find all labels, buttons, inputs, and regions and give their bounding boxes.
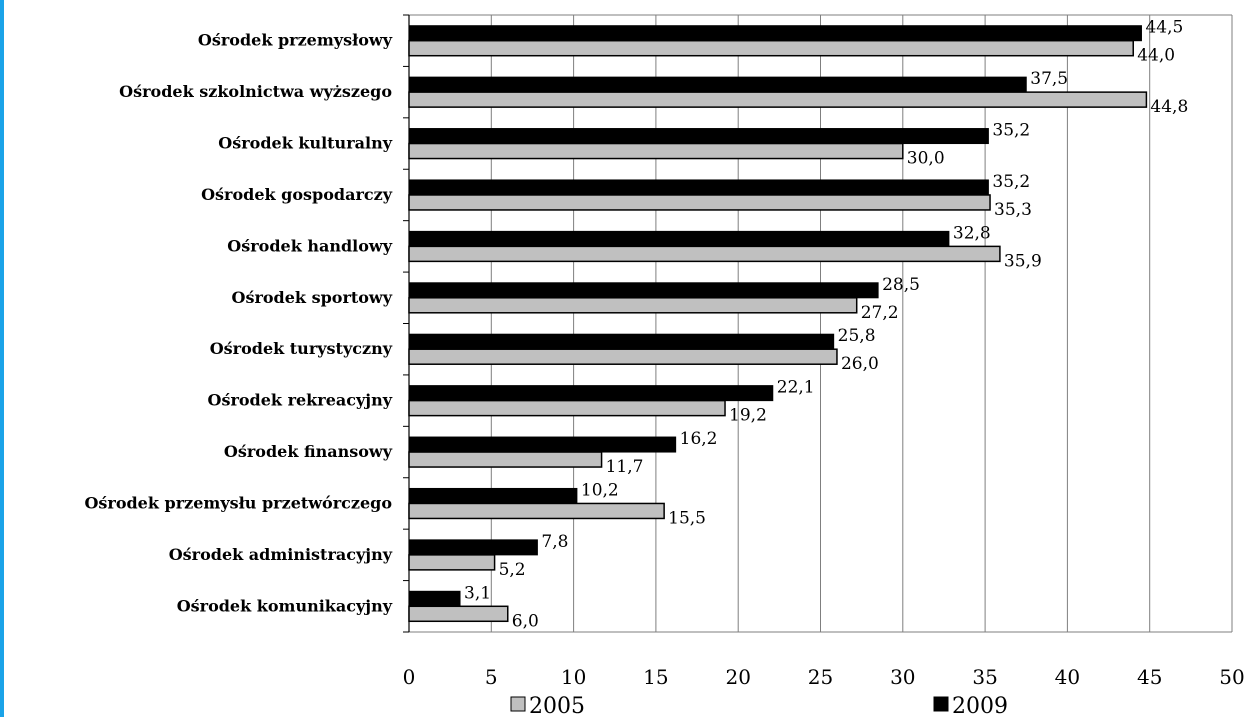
- bar-2009: [408, 179, 989, 196]
- x-tick-label-20: 20: [725, 665, 750, 689]
- category-label: Ośrodek komunikacyjny: [177, 596, 393, 615]
- bar-2009: [408, 385, 774, 402]
- x-tick-label-5: 5: [485, 665, 498, 689]
- bar-2009: [408, 590, 461, 607]
- bar-2009: [408, 539, 538, 556]
- data-label-2009: 44,5: [1145, 18, 1183, 38]
- data-label-2009: 35,2: [992, 121, 1030, 141]
- bar-2005: [408, 39, 1134, 57]
- data-label-2009: 28,5: [882, 275, 920, 295]
- x-tick-label-0: 0: [403, 665, 416, 689]
- data-label-2009: 32,8: [953, 223, 991, 243]
- category-label: Ośrodek rekreacyjny: [208, 391, 393, 410]
- bar-2005: [408, 605, 509, 623]
- category-label: Ośrodek administracyjny: [169, 545, 393, 564]
- data-label-2009: 35,2: [992, 172, 1030, 192]
- bar-2009: [408, 76, 1027, 93]
- bar-2005: [408, 91, 1148, 108]
- data-label-2009: 25,8: [838, 326, 876, 346]
- x-tick-label-15: 15: [643, 665, 668, 689]
- x-tick-label-25: 25: [808, 665, 833, 689]
- data-label-2005: 15,5: [668, 508, 706, 528]
- data-label-2005: 30,0: [907, 149, 945, 169]
- category-label: Ośrodek przemysłowy: [198, 31, 393, 50]
- bar-2009: [408, 333, 835, 350]
- data-label-2005: 27,2: [861, 303, 899, 323]
- category-label: Ośrodek sportowy: [232, 288, 393, 307]
- data-label-2005: 44,0: [1137, 46, 1175, 66]
- data-label-2005: 35,3: [994, 200, 1032, 220]
- data-label-2005: 26,0: [841, 354, 879, 374]
- category-label: Ośrodek gospodarczy: [201, 185, 393, 204]
- data-label-2005: 35,9: [1004, 251, 1042, 271]
- bar-2005: [408, 348, 838, 365]
- bar-2005: [408, 399, 726, 417]
- data-label-2005: 5,2: [499, 560, 526, 580]
- x-tick-label-30: 30: [890, 665, 915, 689]
- bar-2005: [408, 297, 858, 314]
- category-label: Ośrodek turystyczny: [210, 339, 393, 358]
- legend-label-2009: 2009: [952, 694, 1008, 717]
- bar-2009: [408, 282, 879, 299]
- left-edge-stripe: [0, 0, 4, 717]
- category-label: Ośrodek handlowy: [227, 236, 392, 255]
- data-label-2009: 3,1: [464, 583, 491, 603]
- data-label-2005: 44,8: [1150, 97, 1188, 117]
- category-label: Ośrodek przemysłu przetwórczego: [84, 493, 392, 512]
- legend-swatch-2005: [510, 696, 526, 712]
- bar-2005: [408, 194, 991, 211]
- category-label: Ośrodek finansowy: [224, 442, 393, 461]
- data-label-2005: 11,7: [606, 457, 644, 477]
- data-label-2005: 19,2: [729, 406, 767, 426]
- bar-2009: [408, 128, 989, 145]
- category-label: Ośrodek szkolnictwa wyższego: [119, 82, 392, 101]
- data-label-2009: 16,2: [680, 429, 718, 449]
- x-tick-label-40: 40: [1055, 665, 1080, 689]
- legend-label-2005: 2005: [529, 694, 585, 717]
- bar-2005: [408, 554, 496, 571]
- data-label-2005: 6,0: [512, 611, 539, 631]
- legend-swatch-2009: [933, 696, 949, 712]
- category-label: Ośrodek kulturalny: [218, 134, 392, 153]
- bar-2009: [408, 25, 1142, 42]
- x-tick-label-50: 50: [1219, 665, 1244, 689]
- bar-2009: [408, 230, 950, 247]
- x-tick-label-45: 45: [1137, 665, 1162, 689]
- bar-2005: [408, 451, 603, 468]
- bar-2005: [408, 142, 904, 160]
- data-label-2009: 22,1: [777, 378, 815, 398]
- data-label-2009: 37,5: [1030, 69, 1068, 89]
- x-tick-label-35: 35: [972, 665, 997, 689]
- bar-2009: [408, 487, 578, 504]
- bar-2005: [408, 502, 665, 520]
- x-tick-label-10: 10: [561, 665, 586, 689]
- data-label-2009: 7,8: [541, 532, 568, 552]
- data-label-2009: 10,2: [581, 480, 619, 500]
- bar-2005: [408, 245, 1001, 263]
- bar-2009: [408, 436, 677, 453]
